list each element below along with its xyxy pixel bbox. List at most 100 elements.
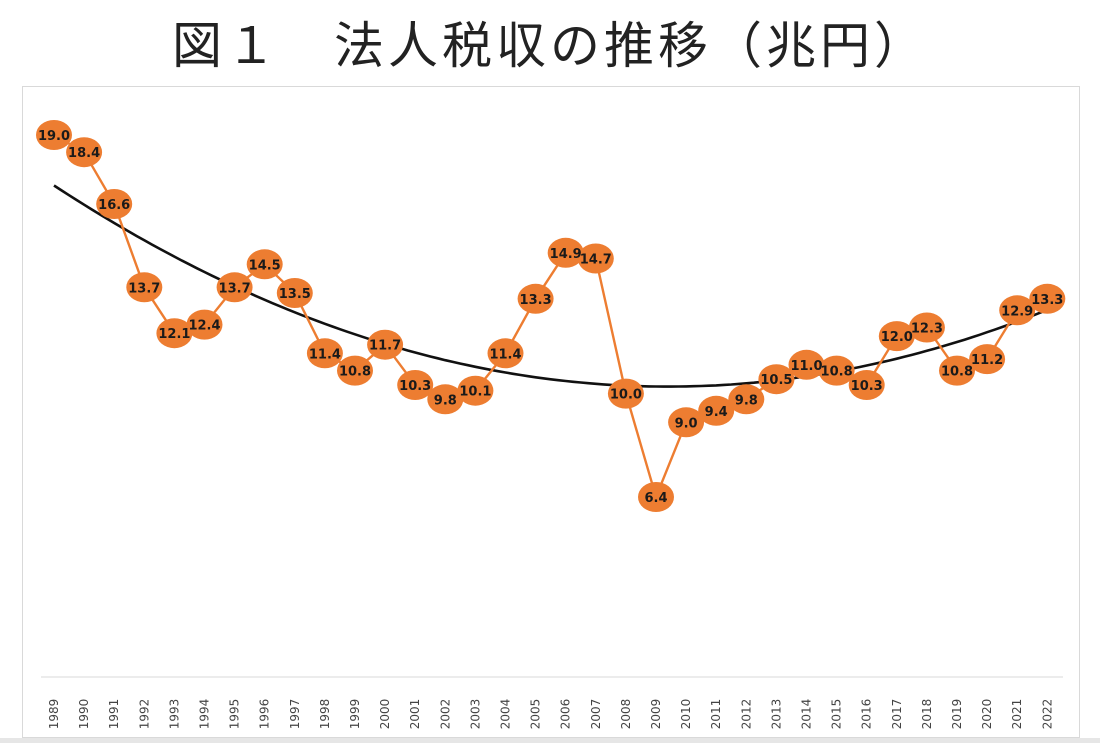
x-tick-2017: 2017 (890, 699, 904, 730)
data-point-2010 (668, 407, 705, 438)
data-label-1992: 13.7 (128, 281, 160, 296)
data-label-2010: 9.0 (675, 416, 698, 431)
x-tick-1993: 1993 (167, 699, 181, 730)
data-label-2008: 10.0 (610, 388, 642, 403)
data-point-2022 (1029, 283, 1066, 314)
x-tick-2018: 2018 (920, 699, 934, 730)
data-label-2012: 9.8 (735, 393, 758, 408)
data-point-1998 (306, 338, 343, 369)
data-point-1993 (156, 318, 193, 349)
chart-svg: 19.0 18.4 16.6 13.7 12.112.4 13.7 14.5 13.5 11.4… (36, 120, 1066, 730)
x-tick-2000: 2000 (378, 699, 392, 730)
data-label-1998: 11.4 (309, 347, 341, 362)
x-tick-1997: 1997 (288, 699, 302, 730)
data-label-2003: 10.1 (459, 385, 491, 400)
chart-area: 19.0 18.4 16.6 13.7 12.1 12.4 13.7 14.5 13.5 11.4… (22, 86, 1080, 738)
data-point-2000 (367, 329, 404, 360)
data-point-2018 (908, 312, 945, 343)
data-point-2017 (878, 321, 915, 352)
x-tick-1992: 1992 (137, 699, 151, 730)
x-tick-1998: 1998 (318, 699, 332, 730)
x-tick-1999: 1999 (348, 699, 362, 730)
x-tick-2003: 2003 (468, 699, 482, 730)
x-tick-1990: 1990 (77, 699, 91, 730)
data-label-1993: 12.1 (158, 327, 190, 342)
data-point-2021 (999, 295, 1036, 326)
data-label-2011: 9.4 (705, 405, 728, 420)
data-point-2007 (577, 243, 614, 274)
data-label-2015: 10.8 (821, 365, 853, 380)
data-label-2016: 10.3 (851, 379, 883, 394)
data-point-2001 (397, 370, 434, 400)
data-label-2018: 12.3 (911, 322, 943, 337)
x-tick-2008: 2008 (619, 699, 633, 730)
x-tick-2013: 2013 (769, 699, 783, 730)
data-label-1990: 18.4 (68, 146, 100, 161)
data-label-2009: 6.4 (644, 491, 667, 506)
data-label-2000: 11.7 (369, 339, 401, 354)
data-label-2006: 14.9 (550, 247, 582, 262)
x-tick-2004: 2004 (499, 699, 513, 730)
series-line (53, 133, 1048, 501)
x-tick-2007: 2007 (589, 699, 603, 730)
data-label-2019: 10.8 (941, 365, 973, 380)
x-tick-2022: 2022 (1040, 699, 1054, 730)
x-tick-2002: 2002 (438, 699, 452, 730)
data-label-2013: 10.5 (760, 373, 792, 388)
data-label-2001: 10.3 (399, 379, 431, 394)
markers-group (36, 120, 1066, 512)
x-tick-2009: 2009 (649, 699, 663, 730)
data-point-1996 (246, 249, 283, 280)
data-label-1997: 13.5 (279, 287, 311, 302)
data-label-2022: 13.3 (1031, 293, 1063, 308)
data-point-2011 (698, 395, 735, 426)
x-tick-1994: 1994 (198, 699, 212, 730)
data-label-2017: 12.0 (881, 330, 913, 345)
data-point-2015 (818, 355, 855, 386)
data-point-1994 (186, 309, 223, 340)
data-label-1995: 13.7 (219, 281, 251, 296)
data-point-2005 (517, 283, 554, 314)
trend-line (53, 184, 1048, 388)
x-tick-2001: 2001 (408, 699, 422, 730)
data-label-1996: 14.5 (249, 258, 281, 273)
data-label-1991: 16.6 (98, 198, 130, 213)
bottom-rule (0, 738, 1100, 743)
x-tick-2019: 2019 (950, 699, 964, 730)
data-point-1989 (36, 120, 72, 150)
x-tick-1989: 1989 (47, 699, 61, 730)
chart-title: 図１ 法人税収の推移（兆円） (172, 17, 928, 75)
data-point-2006 (547, 237, 584, 268)
data-point-1999 (337, 355, 373, 386)
x-tick-1991: 1991 (107, 699, 121, 730)
x-tick-2014: 2014 (800, 699, 814, 730)
data-label-2014: 11.0 (790, 359, 822, 374)
data-point-2014 (788, 349, 825, 380)
x-tick-2016: 2016 (860, 699, 874, 730)
data-point-2013 (758, 364, 795, 395)
data-point-2016 (848, 370, 885, 400)
x-tick-1995: 1995 (228, 699, 242, 730)
x-tick-2020: 2020 (980, 699, 994, 730)
data-label-1999: 10.8 (339, 365, 371, 380)
data-point-2002 (427, 384, 464, 415)
x-tick-2005: 2005 (529, 699, 543, 730)
data-label-2005: 13.3 (520, 293, 552, 308)
data-point-1991 (96, 189, 133, 219)
data-point-2009 (638, 482, 674, 512)
x-tick-2011: 2011 (709, 699, 723, 730)
data-label-2021: 12.9 (1001, 304, 1033, 319)
data-label-1994: 12.4 (188, 319, 220, 334)
x-tick-2006: 2006 (559, 699, 573, 730)
data-point-1997 (276, 278, 313, 308)
x-tick-2010: 2010 (679, 699, 693, 730)
x-tick-labels: 1989 1990 1991 1992 1993 1994 1995 1996 1997 1998… (47, 699, 1054, 730)
data-label-1989: 19.0 (38, 129, 70, 144)
data-point-2003 (457, 375, 494, 406)
data-point-2004 (487, 338, 524, 369)
data-point-2008 (607, 378, 644, 409)
data-point-1990 (66, 137, 103, 168)
x-tick-2021: 2021 (1010, 699, 1024, 730)
x-tick-2015: 2015 (830, 699, 844, 730)
data-point-2019 (939, 355, 975, 386)
